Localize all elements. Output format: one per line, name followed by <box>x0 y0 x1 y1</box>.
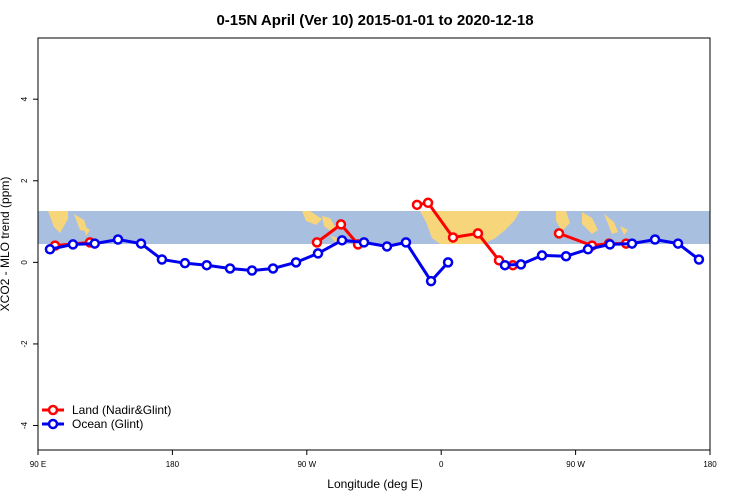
series-line <box>49 237 700 284</box>
data-point <box>626 238 638 249</box>
legend-marker <box>47 404 59 416</box>
data-point <box>400 237 412 248</box>
data-point <box>582 244 594 255</box>
data-point <box>336 235 348 246</box>
data-point <box>499 259 511 271</box>
x-tick-label: 0 <box>439 460 444 469</box>
legend: Land (Nadir&Glint)Ocean (Glint) <box>42 403 171 431</box>
data-point <box>67 239 79 250</box>
data-point <box>179 257 191 269</box>
data-point <box>246 265 258 276</box>
y-axis-label: XCO2 - MLO trend (ppm) <box>0 177 12 312</box>
data-point <box>201 259 212 271</box>
data-point <box>472 228 484 239</box>
x-tick-label: 90 W <box>297 460 316 469</box>
y-tick-label: 0 <box>20 260 29 265</box>
x-tick-label: 90 E <box>30 460 46 469</box>
data-point <box>381 241 393 252</box>
data-point <box>411 199 423 211</box>
x-axis-label: Longitude (deg E) <box>327 477 422 491</box>
data-point <box>335 219 347 230</box>
y-tick-label: 2 <box>20 178 29 183</box>
data-point <box>515 259 527 270</box>
y-tick-label: -2 <box>20 340 29 348</box>
data-point <box>358 237 370 248</box>
x-tick-label: 180 <box>703 460 717 469</box>
data-point <box>224 263 236 274</box>
legend-label: Ocean (Glint) <box>72 417 143 431</box>
data-point <box>112 234 124 245</box>
data-point <box>267 263 279 274</box>
plot-frame <box>37 37 711 451</box>
map-strip <box>38 211 710 244</box>
data-point <box>447 232 459 243</box>
data-point <box>693 254 705 265</box>
data-point <box>553 228 565 239</box>
legend-label: Land (Nadir&Glint) <box>72 403 171 417</box>
x-tick-label: 180 <box>166 460 180 469</box>
chart-title: 0-15N April (Ver 10) 2015-01-01 to 2020-… <box>216 12 533 29</box>
data-point <box>44 244 56 255</box>
data-point <box>672 238 684 249</box>
x-tick-label: 90 W <box>566 460 585 469</box>
data-point <box>311 237 323 248</box>
data-point <box>425 275 437 287</box>
y-tick-label: -4 <box>20 421 29 429</box>
data-point <box>89 238 100 249</box>
data-point <box>312 248 324 259</box>
data-point <box>560 250 572 262</box>
data-point <box>135 238 147 249</box>
data-point <box>442 257 454 268</box>
data-point <box>156 254 168 265</box>
data-point <box>422 197 434 209</box>
y-tick-label: 4 <box>20 96 29 101</box>
data-point <box>604 239 616 250</box>
data-point <box>649 234 661 245</box>
data-point <box>536 250 548 261</box>
data-point <box>290 257 302 268</box>
legend-marker <box>47 418 59 430</box>
